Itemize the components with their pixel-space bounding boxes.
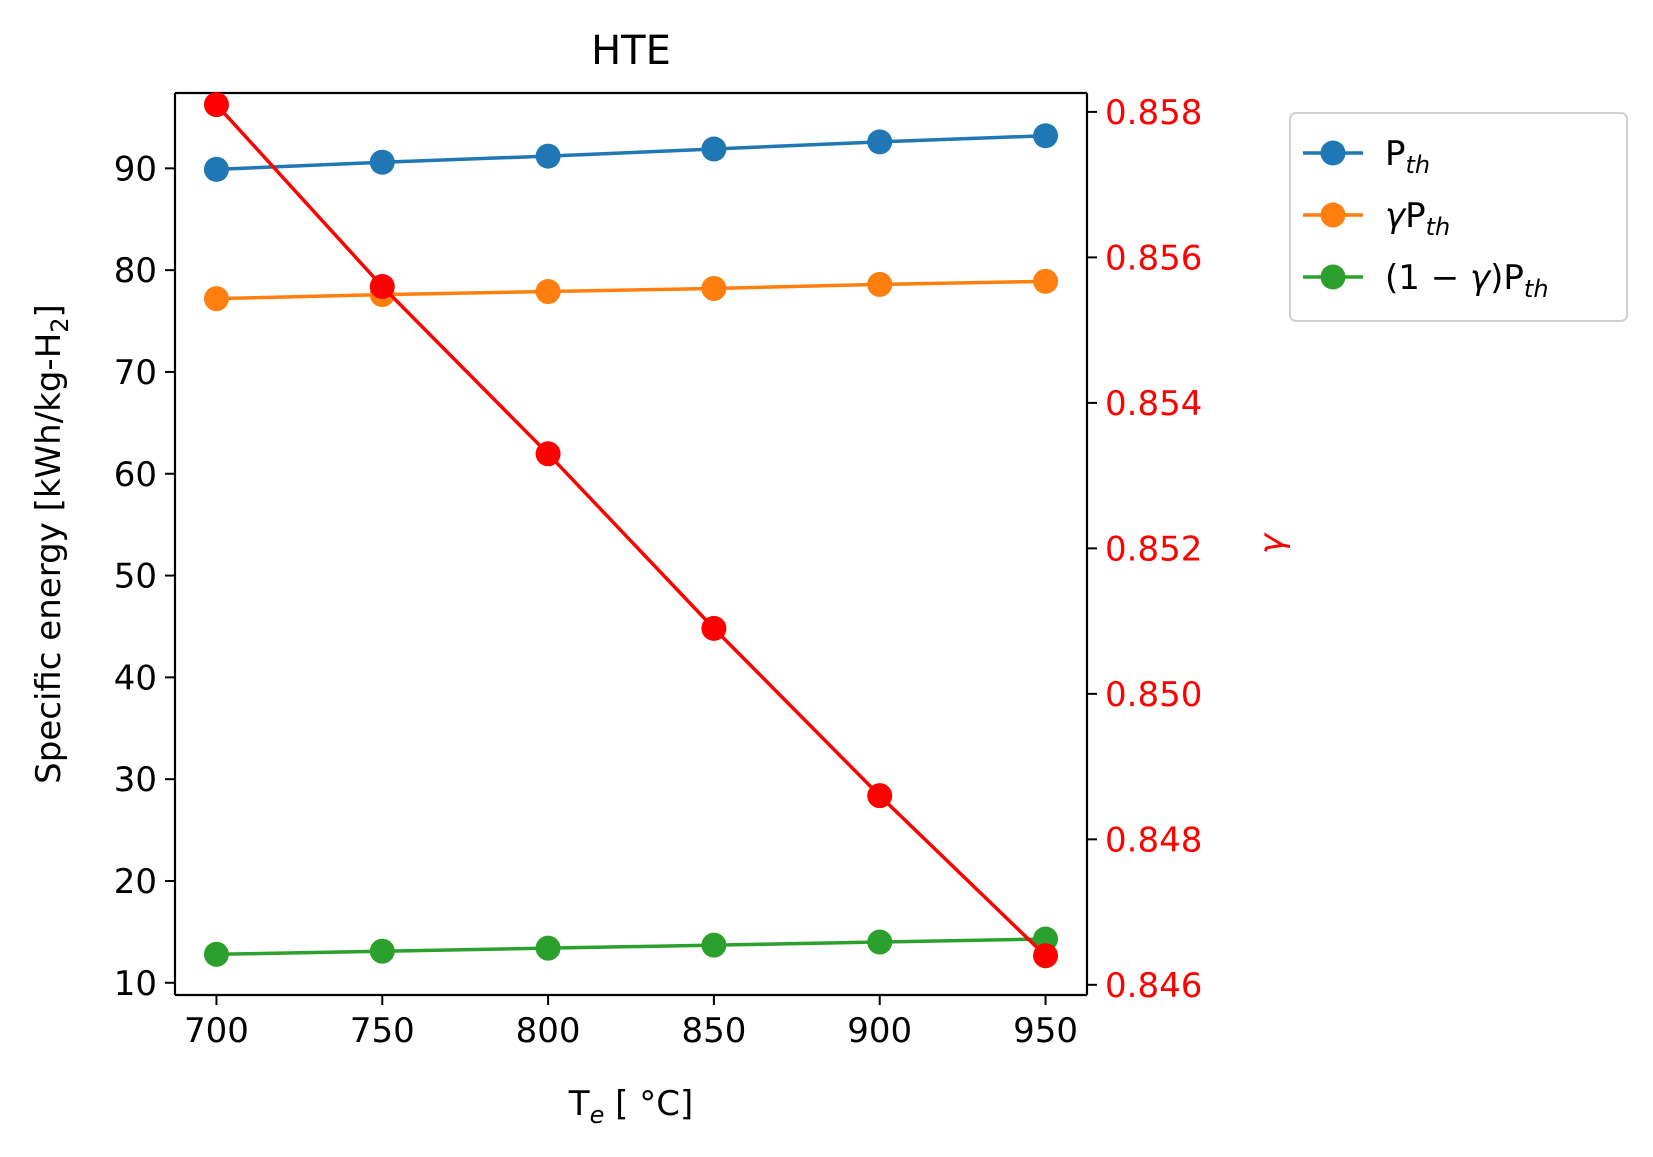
- y-tick-label: 40: [114, 658, 157, 698]
- data-point: [701, 275, 727, 301]
- series-line-3: [215, 103, 1047, 957]
- y2-tick-label: 0.846: [1105, 966, 1202, 1006]
- data-point: [369, 149, 395, 175]
- y2-tick-label: 0.854: [1105, 384, 1202, 424]
- y2-tick-label: 0.850: [1105, 675, 1202, 715]
- data-point: [867, 129, 893, 155]
- y-tick-label: 30: [114, 760, 157, 800]
- legend-box: [1289, 112, 1628, 322]
- data-point: [203, 286, 229, 312]
- legend-marker: [1320, 202, 1346, 228]
- data-point: [867, 271, 893, 297]
- chart-title: HTE: [591, 28, 671, 74]
- y2-tick-label: 0.858: [1105, 93, 1202, 133]
- y-tick-label: 10: [114, 964, 157, 1004]
- x-tick-label: 750: [350, 1011, 415, 1051]
- data-point: [1033, 268, 1059, 294]
- data-point: [1033, 943, 1059, 969]
- series-line-0: [216, 134, 1046, 172]
- series-line-2: [216, 937, 1046, 957]
- data-point: [535, 935, 561, 961]
- x-tick-label: 800: [516, 1011, 581, 1051]
- x-tick-label: 900: [847, 1011, 912, 1051]
- y-tick-label: 60: [114, 455, 157, 495]
- data-point: [701, 932, 727, 958]
- y2-tick-label: 0.856: [1105, 238, 1202, 278]
- x-tick-label: 950: [1013, 1011, 1078, 1051]
- x-axis-label: Te [ °C]: [568, 1084, 693, 1129]
- data-point: [369, 273, 395, 299]
- y-tick-label: 50: [114, 557, 157, 597]
- data-point: [203, 941, 229, 967]
- data-point: [701, 615, 727, 641]
- x-tick-label: 700: [184, 1011, 249, 1051]
- data-point: [369, 938, 395, 964]
- data-point: [535, 143, 561, 169]
- y-tick-label: 80: [114, 251, 157, 291]
- legend-label: γPth​: [1385, 196, 1450, 241]
- x-tick-label: 850: [681, 1011, 746, 1051]
- data-point: [1033, 123, 1059, 149]
- legend-label: (1 − γ)Pth​: [1385, 258, 1549, 303]
- y2-tick-label: 0.852: [1105, 529, 1202, 569]
- data-point: [701, 136, 727, 162]
- data-point: [203, 156, 229, 182]
- y-tick-label: 20: [114, 862, 157, 902]
- data-point: [203, 92, 229, 118]
- y-tick-label: 70: [114, 353, 157, 393]
- y-tick-label: 90: [114, 149, 157, 189]
- data-point: [867, 783, 893, 809]
- data-point: [535, 441, 561, 467]
- legend-label: Pth​: [1385, 134, 1430, 179]
- series-line-1: [216, 279, 1046, 301]
- legend-marker: [1320, 264, 1346, 290]
- legend-marker: [1320, 140, 1346, 166]
- y-axis-label: Specific energy [kWh/kg-H2]: [29, 304, 74, 784]
- data-point: [867, 929, 893, 955]
- data-point: [535, 279, 561, 305]
- y2-axis-label: γ: [1252, 532, 1292, 554]
- y2-tick-label: 0.848: [1105, 820, 1202, 860]
